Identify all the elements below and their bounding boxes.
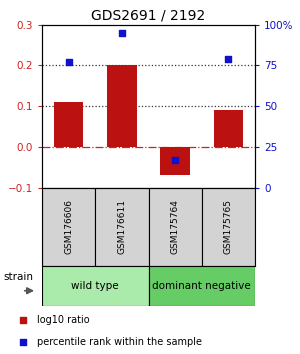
Point bbox=[119, 30, 124, 36]
Bar bbox=[95, 188, 148, 266]
Title: GDS2691 / 2192: GDS2691 / 2192 bbox=[92, 8, 206, 22]
Point bbox=[21, 318, 26, 323]
Bar bbox=[148, 266, 255, 306]
Text: log10 ratio: log10 ratio bbox=[37, 315, 89, 325]
Text: percentile rank within the sample: percentile rank within the sample bbox=[37, 337, 202, 347]
Text: GSM176606: GSM176606 bbox=[64, 199, 73, 254]
Bar bbox=[148, 188, 202, 266]
Text: GSM175764: GSM175764 bbox=[171, 199, 180, 254]
Bar bbox=[202, 188, 255, 266]
Point bbox=[66, 59, 71, 65]
Bar bbox=[107, 65, 136, 147]
Text: GSM175765: GSM175765 bbox=[224, 199, 233, 254]
Bar bbox=[160, 147, 190, 176]
Point bbox=[173, 157, 178, 163]
Text: strain: strain bbox=[3, 272, 33, 282]
Text: wild type: wild type bbox=[71, 281, 119, 291]
Bar bbox=[54, 102, 83, 147]
Text: dominant negative: dominant negative bbox=[152, 281, 251, 291]
Bar bbox=[42, 188, 95, 266]
Point bbox=[226, 56, 231, 62]
Bar bbox=[42, 266, 148, 306]
Point bbox=[21, 339, 26, 344]
Text: GSM176611: GSM176611 bbox=[117, 199, 126, 254]
Bar bbox=[214, 110, 243, 147]
